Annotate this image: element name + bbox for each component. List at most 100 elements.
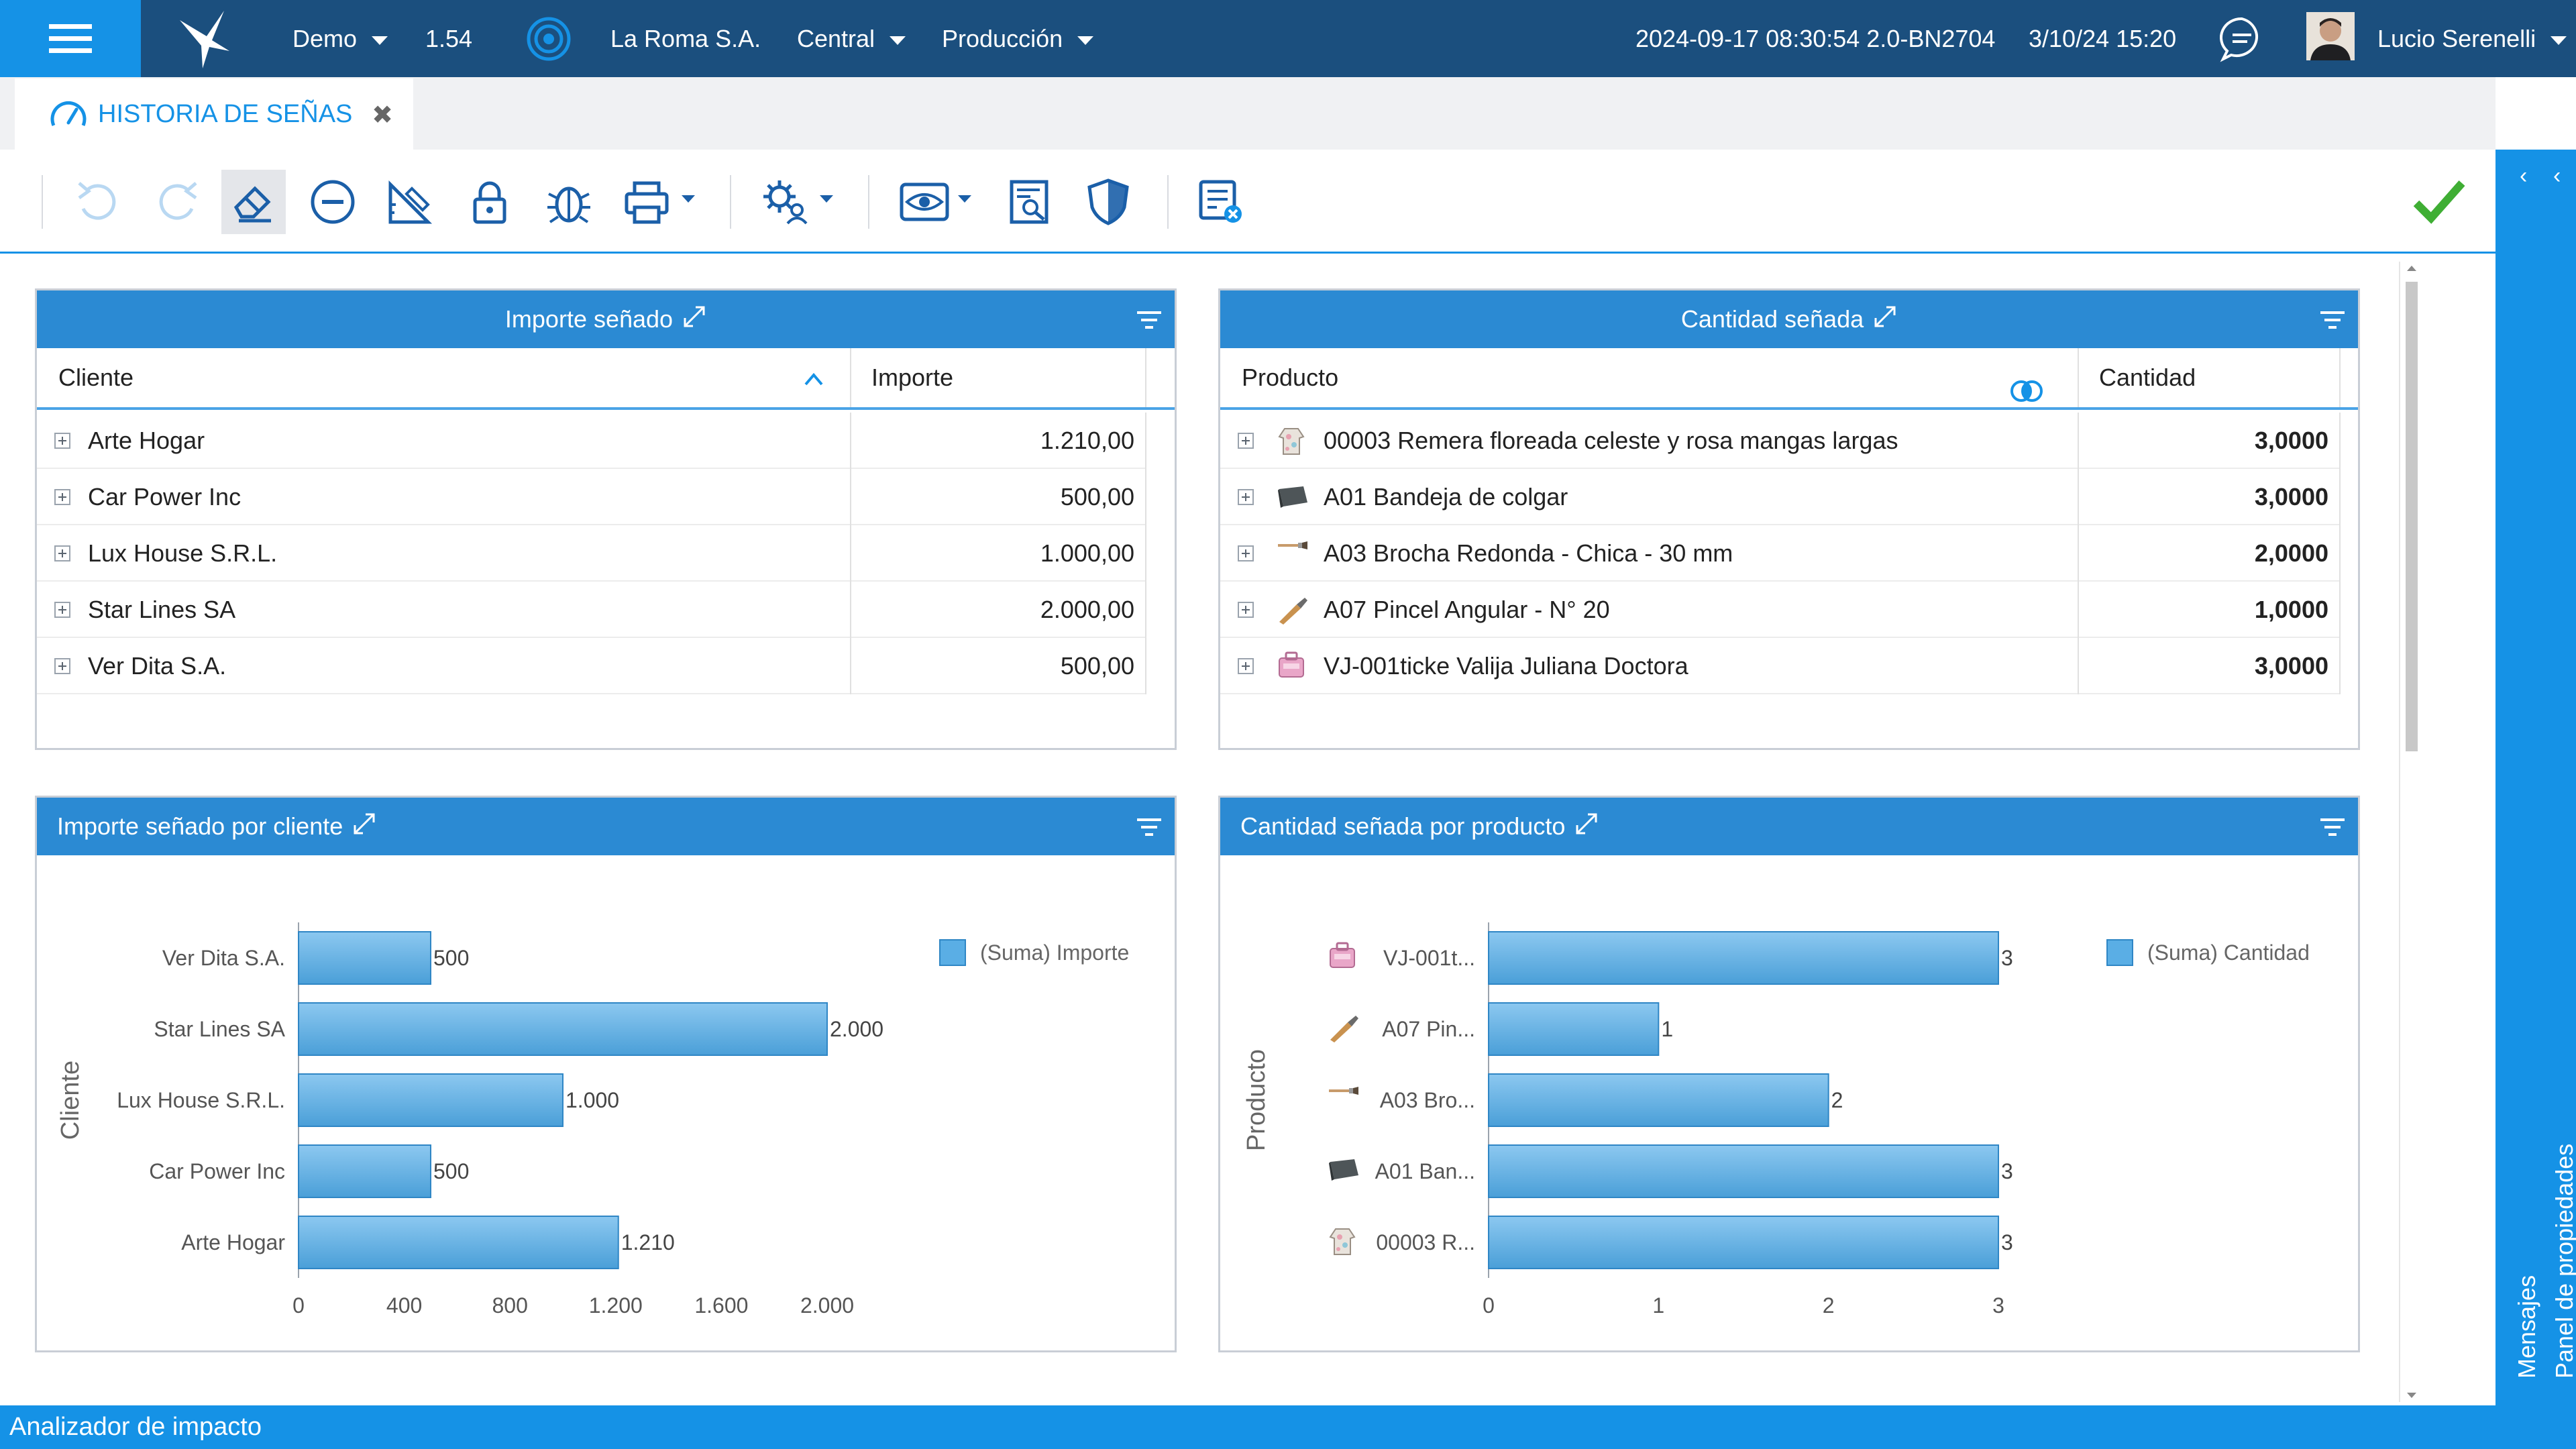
expand-icon[interactable] — [352, 812, 376, 842]
table-row[interactable]: A01 Bandeja de colgar 3,0000 — [1220, 469, 2341, 525]
column-header-importe[interactable]: Importe — [871, 364, 954, 391]
chat-button[interactable] — [2218, 15, 2266, 63]
build-info: 2024-09-17 08:30:54 2.0-BN2704 — [1635, 25, 1996, 52]
table-row[interactable]: A03 Brocha Redonda - Chica - 30 mm 2,0000 — [1220, 525, 2341, 582]
messages-panel-tab[interactable]: Mensajes — [2513, 1275, 2540, 1379]
panel-header: Importe señado — [37, 290, 1175, 348]
tab-historia-de-senas[interactable]: HISTORIA DE SEÑAS ✖ — [15, 78, 413, 150]
filter-icon[interactable] — [2320, 815, 2345, 843]
table-row[interactable]: VJ-001ticke Valija Juliana Doctora 3,0000 — [1220, 638, 2341, 694]
table-row[interactable]: Lux House S.R.L. 1.000,00 — [37, 525, 1146, 582]
table-row[interactable]: Car Power Inc 500,00 — [37, 469, 1146, 525]
expand-row-icon[interactable] — [54, 602, 70, 618]
legend-swatch[interactable] — [939, 939, 966, 966]
collapse-panel-button[interactable]: ‹ — [2520, 163, 2528, 189]
filter-icon[interactable] — [1137, 815, 1161, 843]
remove-button[interactable] — [301, 170, 365, 234]
lock-button[interactable] — [458, 170, 522, 234]
legend-label[interactable]: (Suma) Cantidad — [2147, 941, 2310, 965]
toggle-images-icon[interactable] — [2009, 366, 2044, 425]
status-bar[interactable]: Analizador de impacto — [0, 1405, 2496, 1449]
expand-icon[interactable] — [682, 305, 706, 335]
sort-ascending-icon[interactable] — [804, 348, 823, 407]
expand-row-icon[interactable] — [54, 545, 70, 561]
target-icon[interactable] — [526, 16, 572, 62]
printer-icon — [625, 181, 669, 224]
bar[interactable] — [298, 1073, 564, 1127]
column-divider — [1145, 413, 1146, 469]
chevron-down-icon[interactable] — [682, 195, 695, 203]
scroll-up-arrow[interactable] — [2407, 266, 2416, 271]
bar[interactable] — [298, 1002, 828, 1056]
column-divider — [2339, 582, 2341, 638]
expand-panel-button[interactable]: ‹ — [2553, 163, 2561, 189]
cantidad-senada-panel: Cantidad señada Producto Cantidad 00003 … — [1218, 288, 2360, 750]
expand-row-icon[interactable] — [1238, 489, 1254, 505]
scroll-down-arrow[interactable] — [2407, 1393, 2416, 1398]
confirm-button[interactable] — [2412, 178, 2466, 225]
expand-row-icon[interactable] — [1238, 433, 1254, 449]
filter-icon[interactable] — [2320, 308, 2345, 336]
print-button[interactable] — [614, 170, 679, 234]
bar[interactable] — [1488, 1073, 1829, 1127]
expand-row-icon[interactable] — [54, 433, 70, 449]
table-row[interactable]: Ver Dita S.A. 500,00 — [37, 638, 1146, 694]
column-header-cantidad[interactable]: Cantidad — [2099, 364, 2196, 391]
scrollbar-thumb[interactable] — [2406, 282, 2418, 751]
avatar[interactable] — [2306, 12, 2355, 60]
eraser-button[interactable] — [221, 170, 286, 234]
view-button[interactable] — [892, 170, 957, 234]
bar[interactable] — [1488, 931, 1999, 985]
expand-row-icon[interactable] — [54, 489, 70, 505]
expand-row-icon[interactable] — [1238, 602, 1254, 618]
tab-label: HISTORIA DE SEÑAS — [98, 99, 353, 128]
properties-panel-tab[interactable]: Panel de propiedades — [2551, 1143, 2576, 1379]
bar[interactable] — [1488, 1002, 1660, 1056]
table-row[interactable]: Star Lines SA 2.000,00 — [37, 582, 1146, 638]
expand-icon[interactable] — [1574, 812, 1599, 842]
importe-senado-panel: Importe señado Cliente Importe Arte Hoga… — [35, 288, 1177, 750]
chevron-down-icon[interactable] — [958, 195, 971, 203]
table-row[interactable]: 00003 Remera floreada celeste y rosa man… — [1220, 413, 2341, 469]
content-scrollbar[interactable] — [2399, 262, 2422, 1402]
debug-button[interactable] — [537, 170, 601, 234]
close-list-button[interactable] — [1189, 170, 1253, 234]
expand-row-icon[interactable] — [54, 658, 70, 674]
user-menu[interactable]: Lucio Serenelli — [2377, 0, 2567, 77]
bar[interactable] — [1488, 1216, 1999, 1269]
company-label[interactable]: La Roma S.A. — [610, 25, 761, 52]
bar[interactable] — [298, 931, 431, 985]
area-selector[interactable]: Producción — [942, 0, 1094, 77]
cell-importe: 500,00 — [1060, 652, 1134, 680]
column-header-producto[interactable]: Producto — [1220, 348, 2078, 407]
bar-data-label: 500 — [433, 946, 469, 970]
column-header-cliente[interactable]: Cliente — [37, 348, 850, 407]
close-tab-icon[interactable]: ✖ — [372, 101, 393, 129]
hamburger-menu-button[interactable] — [0, 0, 141, 77]
chevron-down-icon[interactable] — [820, 195, 833, 203]
security-button[interactable] — [1076, 170, 1140, 234]
table-header: Producto Cantidad — [1220, 348, 2358, 410]
bar-data-label: 1 — [1661, 1017, 1673, 1041]
settings-button[interactable] — [753, 170, 817, 234]
search-document-button[interactable] — [998, 170, 1063, 234]
toolbar-separator — [868, 175, 869, 229]
bar[interactable] — [1488, 1144, 1999, 1198]
design-button[interactable] — [378, 170, 443, 234]
environment-selector[interactable]: Demo — [292, 0, 388, 77]
undo-button[interactable] — [66, 170, 130, 234]
app-logo[interactable] — [176, 9, 232, 70]
bar[interactable] — [298, 1216, 619, 1269]
redo-button[interactable] — [145, 170, 209, 234]
table-row[interactable]: Arte Hogar 1.210,00 — [37, 413, 1146, 469]
cantidad-por-producto-chart-panel: Cantidad señada por producto Producto 3 VJ… — [1218, 796, 2360, 1352]
table-row[interactable]: A07 Pincel Angular - N° 20 1,0000 — [1220, 582, 2341, 638]
legend-label[interactable]: (Suma) Importe — [980, 941, 1129, 965]
bar[interactable] — [298, 1144, 431, 1198]
branch-selector[interactable]: Central — [797, 0, 906, 77]
expand-row-icon[interactable] — [1238, 658, 1254, 674]
expand-icon[interactable] — [1873, 305, 1897, 335]
expand-row-icon[interactable] — [1238, 545, 1254, 561]
legend-swatch[interactable] — [2106, 939, 2133, 966]
filter-icon[interactable] — [1137, 308, 1161, 336]
